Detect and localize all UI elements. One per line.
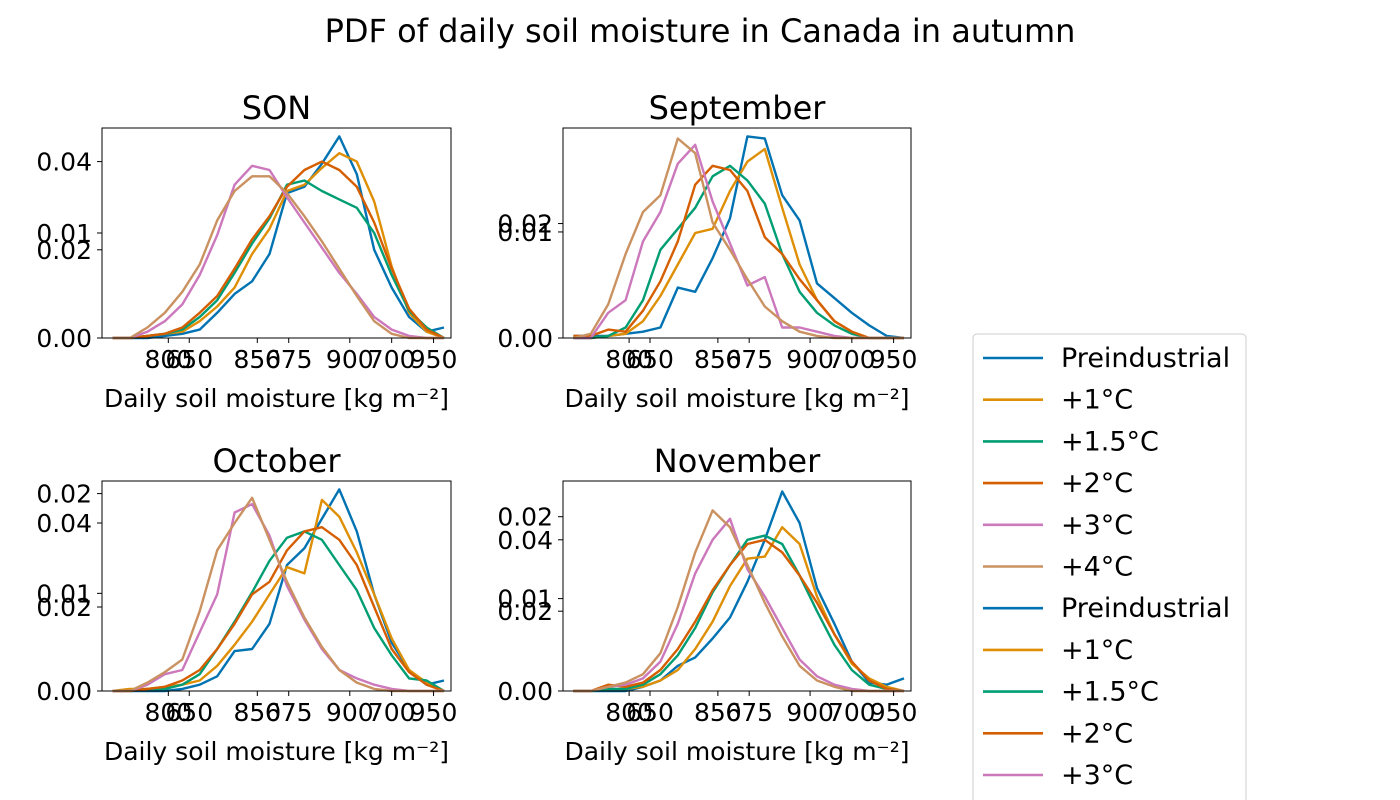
x-tick-label: 850 bbox=[694, 345, 742, 374]
legend-item: +2°C bbox=[983, 468, 1133, 499]
x-tick-label: 800 bbox=[605, 698, 653, 727]
y-tick-label: 0.00 bbox=[36, 324, 92, 353]
x-tick-label: 700 bbox=[828, 345, 876, 374]
legend-frame bbox=[972, 333, 1247, 800]
legend-label: +1°C bbox=[1061, 635, 1133, 666]
series-line-2 bbox=[112, 530, 445, 693]
legend-label: +1.5°C bbox=[1061, 426, 1159, 457]
x-tick-label: 800 bbox=[605, 345, 653, 374]
x-tick-label: 850 bbox=[233, 698, 281, 727]
x-axis-label: Daily soil moisture [kg m⁻²] bbox=[564, 737, 909, 766]
x-tick-label: 900 bbox=[326, 345, 374, 374]
series-line-0 bbox=[112, 135, 445, 340]
series-line-3 bbox=[573, 538, 905, 693]
series-line-3 bbox=[573, 164, 904, 340]
subplot-title: September bbox=[649, 89, 827, 127]
x-tick-label: 950 bbox=[410, 698, 458, 727]
y-tick-label: 0.02 bbox=[497, 503, 553, 532]
y-tick-label: 0.00 bbox=[497, 324, 553, 353]
axes-frame bbox=[562, 127, 912, 339]
legend-label: Preindustrial bbox=[1061, 343, 1230, 374]
legend-label: +3°C bbox=[1061, 760, 1133, 791]
y-tick-label: 0.00 bbox=[36, 677, 92, 706]
x-tick-label: 675 bbox=[265, 698, 313, 727]
series-line-3 bbox=[112, 526, 445, 693]
x-tick-label: 650 bbox=[626, 698, 674, 727]
axes-frame bbox=[562, 480, 912, 692]
legend-item: +1°C bbox=[983, 385, 1133, 416]
x-tick-label: 950 bbox=[870, 698, 918, 727]
legend: Preindustrial +1°C +1.5°C +2°C +3°C +4°C Prein… bbox=[972, 333, 1247, 800]
y-tick-label: 0.01 bbox=[36, 579, 92, 608]
x-tick-label: 650 bbox=[626, 345, 674, 374]
figure-title: PDF of daily soil moisture in Canada in … bbox=[325, 12, 1076, 50]
legend-label: Preindustrial bbox=[1061, 593, 1230, 624]
y-tick-label: 0.04 bbox=[36, 509, 92, 538]
subplot-title: November bbox=[654, 442, 821, 480]
y-tick-label: 0.02 bbox=[36, 236, 92, 265]
legend-item: Preindustrial bbox=[983, 593, 1230, 624]
x-tick-label: 800 bbox=[144, 698, 192, 727]
x-tick-label: 700 bbox=[828, 698, 876, 727]
x-tick-label: 675 bbox=[265, 345, 313, 374]
x-tick-label: 675 bbox=[725, 345, 773, 374]
x-tick-label: 950 bbox=[870, 345, 918, 374]
legend-label: +4°C bbox=[1061, 552, 1133, 583]
x-axis-label: Daily soil moisture [kg m⁻²] bbox=[104, 384, 449, 413]
series-line-2 bbox=[573, 534, 905, 693]
x-tick-label: 900 bbox=[786, 698, 834, 727]
x-tick-label: 900 bbox=[326, 698, 374, 727]
y-tick-label: 0.02 bbox=[497, 597, 553, 626]
y-tick-label: 0.04 bbox=[36, 148, 92, 177]
x-tick-label: 700 bbox=[368, 698, 416, 727]
legend-item: +4°C bbox=[983, 552, 1133, 583]
x-tick-label: 800 bbox=[144, 345, 192, 374]
legend-label: +2°C bbox=[1061, 468, 1133, 499]
x-tick-label: 675 bbox=[725, 698, 773, 727]
x-axis-label: Daily soil moisture [kg m⁻²] bbox=[104, 737, 449, 766]
legend-item: +1.5°C bbox=[983, 426, 1159, 457]
legend-item: Preindustrial bbox=[983, 343, 1230, 374]
y-tick-label: 0.04 bbox=[497, 526, 553, 555]
subplot-title: October bbox=[212, 442, 341, 480]
y-tick-label: 0.01 bbox=[36, 219, 92, 248]
axes-frame bbox=[101, 480, 452, 692]
y-tick-label: 0.02 bbox=[497, 210, 553, 239]
y-tick-label: 0.02 bbox=[36, 480, 92, 509]
y-tick-label: 0.01 bbox=[497, 585, 553, 614]
x-tick-label: 650 bbox=[165, 345, 213, 374]
y-tick-label: 0.00 bbox=[497, 677, 553, 706]
legend-item: +1.5°C bbox=[983, 677, 1159, 708]
series-line-5 bbox=[112, 175, 444, 340]
series-line-3 bbox=[112, 160, 445, 340]
legend-label: +1°C bbox=[1061, 385, 1133, 416]
x-tick-label: 850 bbox=[233, 345, 281, 374]
x-tick-label: 950 bbox=[410, 345, 458, 374]
legend-label: +2°C bbox=[1061, 718, 1133, 749]
x-tick-label: 900 bbox=[786, 345, 834, 374]
legend-item: +3°C bbox=[983, 510, 1133, 541]
series-line-2 bbox=[573, 164, 904, 340]
y-tick-label: 0.02 bbox=[36, 593, 92, 622]
series-line-5 bbox=[573, 509, 904, 693]
legend-label: +3°C bbox=[1061, 510, 1133, 541]
x-tick-label: 650 bbox=[165, 698, 213, 727]
legend-item: +1°C bbox=[983, 635, 1133, 666]
y-tick-label: 0.01 bbox=[497, 218, 553, 247]
legend-item: +3°C bbox=[983, 760, 1133, 791]
x-tick-label: 700 bbox=[368, 345, 416, 374]
legend-label: +1.5°C bbox=[1061, 677, 1159, 708]
legend-item: +2°C bbox=[983, 718, 1133, 749]
x-axis-label: Daily soil moisture [kg m⁻²] bbox=[564, 384, 909, 413]
subplot-title: SON bbox=[242, 89, 311, 127]
x-tick-label: 850 bbox=[694, 698, 742, 727]
